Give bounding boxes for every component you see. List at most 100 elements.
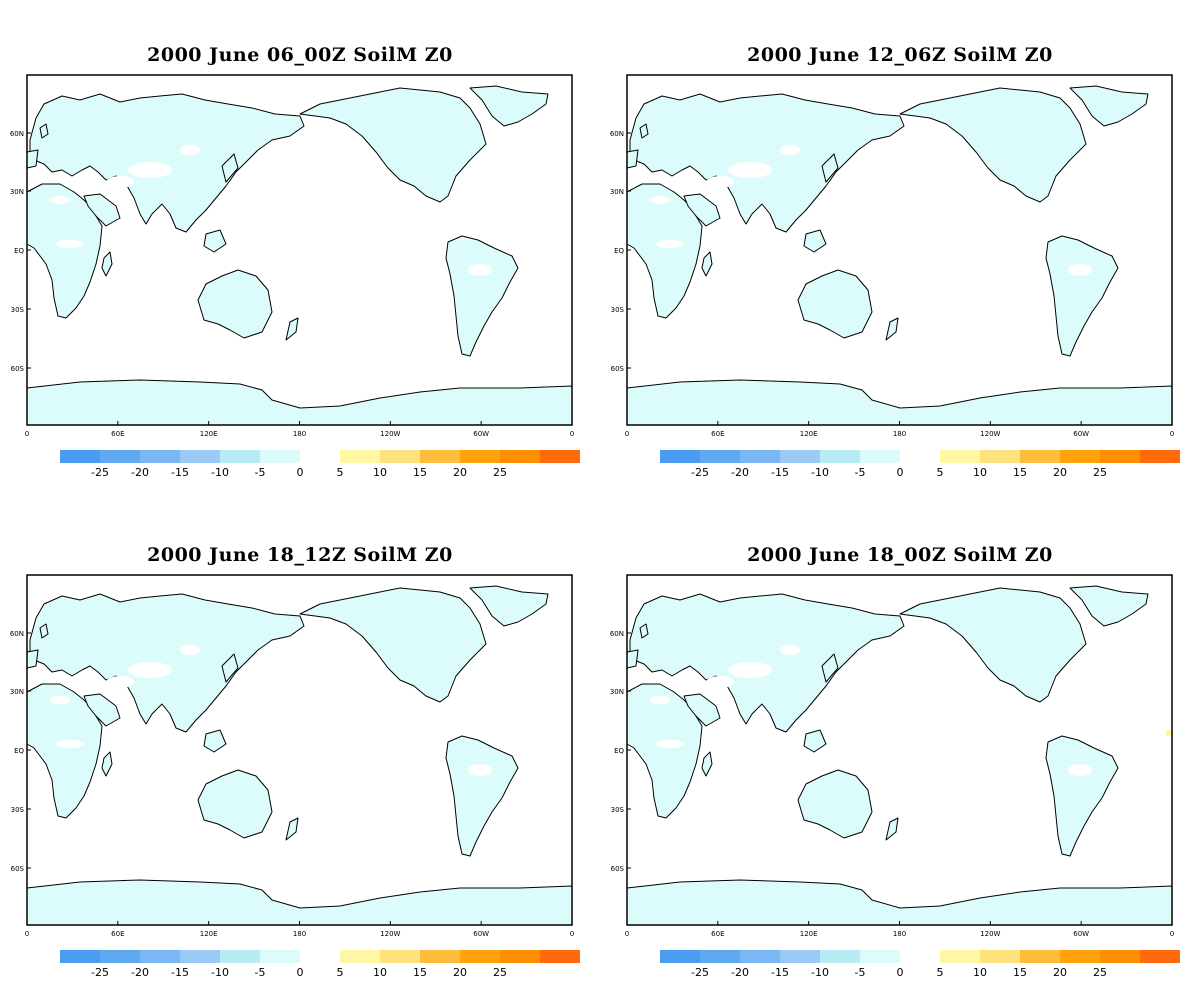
unfilled-patch — [656, 740, 684, 748]
land-japan — [221, 153, 239, 183]
land-north-america — [299, 87, 487, 203]
colorbar-label-negative: 0 — [297, 966, 304, 979]
colorbar-swatch-positive — [1140, 950, 1180, 963]
colorbar-swatch-positive — [1100, 950, 1140, 963]
land-australia — [797, 269, 873, 339]
colorbar-swatch-negative — [740, 950, 780, 963]
colorbar-label-negative: -15 — [171, 466, 189, 479]
lat-tick-label: 30N — [10, 188, 24, 196]
land-australia — [197, 769, 273, 839]
colorbar-swatch-positive — [340, 950, 380, 963]
colorbar-label-positive: 5 — [337, 966, 344, 979]
colorbar-label-negative: -25 — [691, 966, 709, 979]
colorbar-swatch-positive — [980, 950, 1020, 963]
unfilled-patch — [180, 145, 200, 155]
lon-tick-label: 60W — [473, 930, 489, 938]
colorbar-label-positive: 25 — [493, 966, 507, 979]
colorbar-label-negative: -15 — [771, 966, 789, 979]
land-eurasia — [29, 93, 305, 233]
map-panel-1: 2000 June 06_00Z SoilM Z0 60N 30N EQ 30S 60S… — [0, 0, 600, 500]
colorbar-swatch-negative — [700, 450, 740, 463]
colorbar-swatch-negative — [60, 950, 100, 963]
land-europe-west — [626, 149, 639, 169]
land-south-america — [445, 735, 519, 857]
colorbar-swatch-negative — [860, 450, 900, 463]
colorbar-swatch-positive — [1100, 450, 1140, 463]
colorbar-swatch-positive — [380, 450, 420, 463]
lon-tick-label: 120W — [380, 930, 400, 938]
lat-tick-label: 60S — [611, 865, 625, 873]
land-madagascar — [101, 751, 113, 777]
unfilled-patch — [728, 162, 772, 178]
land-greenland — [1069, 85, 1149, 127]
colorbar-swatch-negative — [140, 450, 180, 463]
land-uk — [39, 123, 49, 139]
colorbar-label-positive: 20 — [453, 466, 467, 479]
colorbar-swatch-negative — [820, 450, 860, 463]
colorbar-swatch-positive — [1060, 450, 1100, 463]
unfilled-patch — [780, 145, 800, 155]
land-japan — [821, 653, 839, 683]
colorbar-label-positive: 5 — [937, 966, 944, 979]
colorbar-label-positive: 5 — [337, 466, 344, 479]
land-europe-west — [626, 649, 639, 669]
colorbar-swatch-positive — [340, 450, 380, 463]
unfilled-patch — [780, 645, 800, 655]
colorbar-swatch-negative — [220, 950, 260, 963]
lat-tick-label: 30N — [610, 688, 624, 696]
colorbar-label-positive: 20 — [1053, 966, 1067, 979]
colorbar-swatch-positive — [380, 950, 420, 963]
land-south-america — [1045, 235, 1119, 357]
colorbar-label-positive: 10 — [973, 466, 987, 479]
colorbar-swatch-positive — [1060, 950, 1100, 963]
colorbar-label-positive: 15 — [413, 966, 427, 979]
lon-tick-label: 60E — [711, 930, 724, 938]
lon-tick-label: 60W — [1073, 930, 1089, 938]
unfilled-patch — [468, 764, 492, 776]
panel-title: 2000 June 18_12Z SoilM Z0 — [147, 544, 453, 566]
colorbar-label-positive: 20 — [453, 966, 467, 979]
lon-tick-label: 180 — [893, 430, 906, 438]
colorbar-swatch-positive — [420, 950, 460, 963]
lat-tick-label: 30S — [11, 806, 25, 814]
colorbar-swatch-positive — [1020, 450, 1060, 463]
map-figure: 60N 30N EQ 30S 60S 0 60E 120E 180 120W 60W 0 -25 -20 -… — [10, 574, 580, 979]
colorbar-label-positive: 15 — [1013, 966, 1027, 979]
unfilled-patch — [656, 240, 684, 248]
land-borneo — [203, 729, 227, 753]
unfilled-patch — [728, 662, 772, 678]
land-uk — [39, 623, 49, 639]
land-japan — [821, 153, 839, 183]
lon-tick-label: 180 — [893, 930, 906, 938]
lon-tick-label: 120E — [800, 930, 818, 938]
colorbar-swatch-positive — [540, 450, 580, 463]
land-australia — [797, 769, 873, 839]
lat-tick-label: 60N — [610, 130, 624, 138]
lon-tick-label: 60W — [1073, 430, 1089, 438]
land-new-zealand — [885, 817, 899, 841]
unfilled-patch — [56, 740, 84, 748]
land-japan — [221, 653, 239, 683]
colorbar-label-negative: -15 — [171, 966, 189, 979]
unfilled-patch — [1068, 764, 1092, 776]
lon-tick-label: 60E — [111, 930, 124, 938]
lat-tick-label: 30S — [11, 306, 25, 314]
land-south-america — [445, 235, 519, 357]
unfilled-patch — [468, 264, 492, 276]
lon-tick-label: 0 — [570, 930, 574, 938]
colorbar-swatch-positive — [1140, 450, 1180, 463]
colorbar-swatch-negative — [660, 950, 700, 963]
lon-tick-label: 60E — [711, 430, 724, 438]
map-panel-4: 2000 June 18_00Z SoilM Z0 60N 30N EQ 30S 60S… — [600, 500, 1200, 1000]
lon-tick-label: 0 — [25, 930, 29, 938]
lon-tick-label: 0 — [1170, 430, 1174, 438]
colorbar-swatch-positive — [460, 450, 500, 463]
lat-tick-label: 60N — [10, 630, 24, 638]
lon-tick-label: 60E — [111, 430, 124, 438]
lat-tick-label: 30N — [10, 688, 24, 696]
colorbar-swatch-positive — [460, 950, 500, 963]
lon-tick-label: 60W — [473, 430, 489, 438]
colorbar-swatch-positive — [500, 450, 540, 463]
lat-tick-label: 30N — [610, 188, 624, 196]
colorbar-swatch-negative — [780, 450, 820, 463]
